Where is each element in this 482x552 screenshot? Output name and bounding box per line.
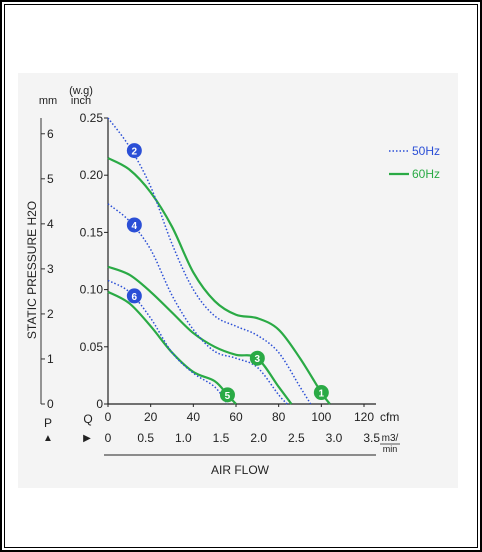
m3-tick-label: 2.0 [250,431,267,445]
x-axis-title: AIR FLOW [211,463,270,477]
mm-unit-label: mm [39,95,57,107]
cfm-tick-label: 80 [272,410,286,424]
q-arrow-icon: ▶ [83,433,91,444]
inch-tick-label: 0 [96,397,103,411]
mm-tick-label: 3 [47,262,54,276]
cfm-tick-label: 0 [105,410,112,424]
curve-marker-label-4: 4 [132,221,138,232]
inch-tick-label: 0.10 [80,283,104,297]
legend-60hz-label: 60Hz [412,167,440,181]
legend-50hz-label: 50Hz [412,144,440,158]
curve-marker-2 [126,143,142,159]
curve-marker-label-5: 5 [225,391,231,402]
cfm-tick-label: 100 [311,410,331,424]
mm-tick-label: 0 [47,397,54,411]
curve-3 [107,265,293,405]
mm-tick-label: 5 [47,172,54,186]
mm-tick-label: 1 [47,352,54,366]
curve-2 [107,117,312,405]
curve-marker-label-6: 6 [132,292,138,303]
curve-marker-1 [313,385,329,401]
inch-unit-label: inch [71,95,91,107]
inch-tick-label: 0.25 [80,111,104,125]
m3-tick-label: 3.0 [326,431,343,445]
inch-tick-label: 0.05 [80,340,104,354]
curve-6 [107,279,229,405]
cfm-tick-label: 20 [144,410,158,424]
cfm-tick-label: 120 [354,410,374,424]
curve-1 [107,157,331,405]
m3-tick-label: 1.5 [213,431,230,445]
mm-tick-label: 4 [47,217,54,231]
m3-tick-label: 3.5 [363,431,380,445]
m3-tick-label: 1.0 [175,431,192,445]
cfm-tick-label: 40 [187,410,201,424]
inch-tick-label: 0.15 [80,225,104,239]
curve-marker-label-2: 2 [132,147,138,158]
curve-marker-3 [249,350,265,366]
m3-unit-top-label: m3/ [382,433,399,444]
cfm-unit-label: cfm [380,410,399,424]
curve-marker-label-3: 3 [255,354,261,365]
curve-4 [107,203,288,405]
m3-tick-label: 2.5 [288,431,305,445]
p-label: P [44,416,52,430]
curve-marker-5 [219,387,235,403]
m3-tick-label: 0 [105,431,112,445]
inch-tick-label: 0.20 [80,168,104,182]
mm-tick-label: 2 [47,307,54,321]
curve-marker-4 [126,217,142,233]
p-arrow-icon: ▲ [43,433,53,444]
curve-marker-6 [126,288,142,304]
mm-tick-label: 6 [47,127,54,141]
q-label: Q [83,412,92,426]
chart-panel [18,73,458,488]
m3-unit-bottom-label: min [383,444,398,454]
m3-tick-label: 0.5 [137,431,154,445]
inner-frame [4,4,478,548]
inch-unit-top-label: (w.g) [69,85,93,97]
y-axis-title: STATIC PRESSURE H2O [25,201,39,339]
cfm-tick-label: 60 [229,410,243,424]
curve-marker-label-1: 1 [319,389,325,400]
